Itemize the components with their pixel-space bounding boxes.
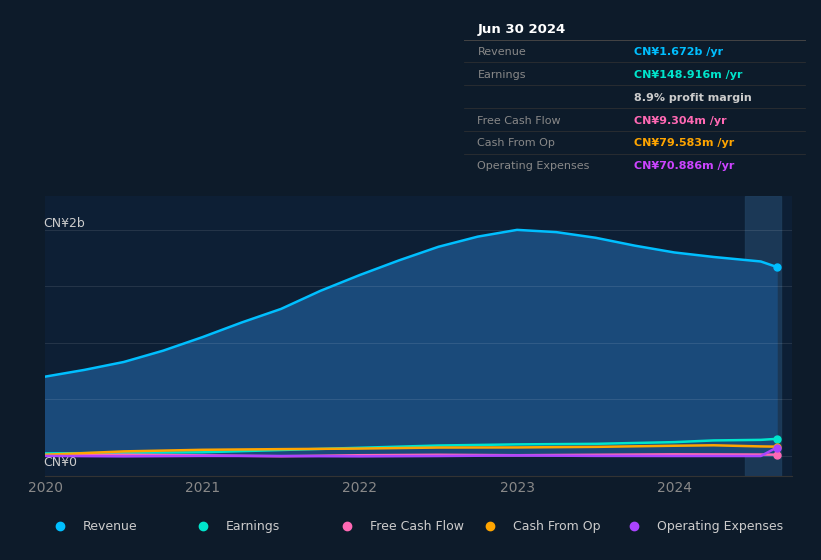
Text: Cash From Op: Cash From Op [513, 520, 601, 533]
Text: Free Cash Flow: Free Cash Flow [369, 520, 464, 533]
Text: Jun 30 2024: Jun 30 2024 [478, 23, 566, 36]
Text: Earnings: Earnings [226, 520, 280, 533]
Text: Cash From Op: Cash From Op [478, 138, 555, 148]
Text: CN¥2b: CN¥2b [44, 217, 85, 230]
Text: CN¥9.304m /yr: CN¥9.304m /yr [635, 115, 727, 125]
Bar [745, 196, 782, 476]
Text: Revenue: Revenue [83, 520, 137, 533]
Text: 8.9% profit margin: 8.9% profit margin [635, 93, 752, 102]
Text: CN¥79.583m /yr: CN¥79.583m /yr [635, 138, 735, 148]
Text: Earnings: Earnings [478, 70, 526, 80]
Text: Operating Expenses: Operating Expenses [478, 161, 589, 171]
Text: CN¥1.672b /yr: CN¥1.672b /yr [635, 47, 723, 57]
Text: Operating Expenses: Operating Expenses [657, 520, 782, 533]
Text: CN¥70.886m /yr: CN¥70.886m /yr [635, 161, 735, 171]
Text: CN¥148.916m /yr: CN¥148.916m /yr [635, 70, 743, 80]
Text: Revenue: Revenue [478, 47, 526, 57]
Text: Free Cash Flow: Free Cash Flow [478, 115, 561, 125]
Text: CN¥0: CN¥0 [44, 456, 77, 469]
